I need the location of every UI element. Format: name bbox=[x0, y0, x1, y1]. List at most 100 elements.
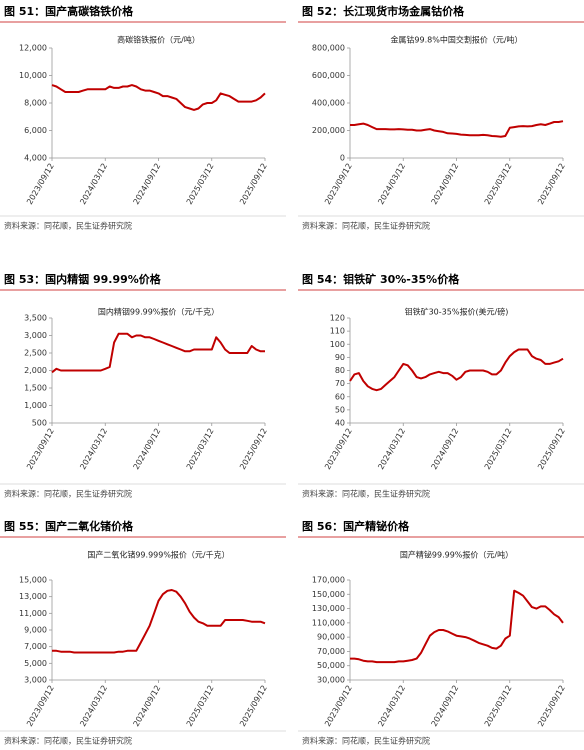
x-tick-label: 2025/09/12 bbox=[238, 684, 269, 728]
figure-title: 图 55：国产二氧化锗价格 bbox=[4, 519, 134, 533]
y-tick-label: 3,000 bbox=[24, 331, 47, 340]
y-tick-label: 600,000 bbox=[312, 71, 345, 80]
y-tick-label: 15,000 bbox=[19, 576, 47, 585]
y-tick-label: 170,000 bbox=[312, 576, 345, 585]
source-note: 资料来源：同花顺，民生证券研究院 bbox=[4, 736, 132, 746]
x-tick-label: 2024/09/12 bbox=[430, 427, 461, 471]
x-tick-label: 2024/03/12 bbox=[78, 684, 109, 728]
x-tick-label: 2023/09/12 bbox=[323, 427, 354, 471]
y-tick-label: 30,000 bbox=[317, 676, 345, 685]
y-tick-label: 150,000 bbox=[312, 590, 345, 599]
source-note: 资料来源：同花顺，民生证券研究院 bbox=[4, 489, 132, 499]
y-tick-label: 70 bbox=[335, 379, 345, 388]
price-line bbox=[350, 589, 564, 664]
figure-title: 图 53：国内精铟 99.99%价格 bbox=[4, 272, 162, 286]
price-line bbox=[51, 332, 265, 374]
y-tick-label: 90 bbox=[335, 353, 345, 362]
y-tick-label: 130,000 bbox=[312, 604, 345, 613]
y-tick-label: 10,000 bbox=[19, 71, 47, 80]
y-tick-label: 50 bbox=[335, 405, 345, 414]
x-tick-label: 2024/03/12 bbox=[78, 427, 109, 471]
x-tick-label: 2024/09/12 bbox=[430, 162, 461, 206]
chart-title: 金属钴99.8%中国交割报价（元/吨） bbox=[390, 35, 522, 45]
y-tick-label: 3,000 bbox=[24, 676, 47, 685]
y-tick-label: 40 bbox=[335, 419, 345, 428]
x-tick-label: 2023/09/12 bbox=[323, 684, 354, 728]
y-tick-label: 120 bbox=[330, 314, 345, 323]
chart-title: 国内精铟99.99%报价（元/千克） bbox=[98, 307, 219, 317]
y-tick-label: 13,000 bbox=[19, 592, 47, 601]
y-tick-label: 100 bbox=[330, 340, 345, 349]
x-tick-label: 2025/09/12 bbox=[536, 162, 567, 206]
y-tick-label: 200,000 bbox=[312, 126, 345, 135]
source-note: 资料来源：同花顺，民生证券研究院 bbox=[4, 221, 132, 231]
x-tick-label: 2025/09/12 bbox=[238, 427, 269, 471]
y-tick-label: 6,000 bbox=[24, 126, 47, 135]
x-tick-label: 2025/03/12 bbox=[483, 162, 514, 206]
x-tick-label: 2025/03/12 bbox=[185, 427, 216, 471]
y-tick-label: 3,500 bbox=[24, 314, 47, 323]
x-tick-label: 2025/03/12 bbox=[185, 684, 216, 728]
source-note: 资料来源：同花顺，民生证券研究院 bbox=[302, 736, 430, 746]
figure-title: 图 56：国产精铋价格 bbox=[302, 519, 410, 533]
x-tick-label: 2023/09/12 bbox=[25, 684, 56, 728]
x-tick-label: 2024/03/12 bbox=[376, 684, 407, 728]
chart-title: 国产精铋99.99%报价（元/吨） bbox=[400, 550, 513, 560]
x-tick-label: 2025/09/12 bbox=[536, 427, 567, 471]
x-tick-label: 2024/09/12 bbox=[430, 684, 461, 728]
figure-title: 图 54：钼铁矿 30%-35%价格 bbox=[302, 272, 460, 286]
chart-title: 高碳铬铁报价（元/吨） bbox=[117, 35, 200, 45]
y-tick-label: 9,000 bbox=[24, 626, 47, 635]
price-line bbox=[350, 120, 564, 138]
y-tick-label: 1,500 bbox=[24, 384, 47, 393]
x-tick-label: 2025/03/12 bbox=[185, 162, 216, 206]
y-tick-label: 2,000 bbox=[24, 366, 47, 375]
y-tick-label: 70,000 bbox=[317, 647, 345, 656]
y-tick-label: 80 bbox=[335, 366, 345, 375]
x-tick-label: 2023/09/12 bbox=[25, 162, 56, 206]
y-tick-label: 500 bbox=[32, 419, 47, 428]
x-tick-label: 2024/09/12 bbox=[132, 162, 163, 206]
y-tick-label: 90,000 bbox=[317, 633, 345, 642]
y-tick-label: 5,000 bbox=[24, 659, 47, 668]
x-tick-label: 2023/09/12 bbox=[25, 427, 56, 471]
y-tick-label: 4,000 bbox=[24, 154, 47, 163]
y-tick-label: 110,000 bbox=[312, 618, 345, 627]
y-tick-label: 8,000 bbox=[24, 99, 47, 108]
y-tick-label: 7,000 bbox=[24, 642, 47, 651]
price-line bbox=[52, 589, 266, 654]
y-tick-label: 1,000 bbox=[24, 401, 47, 410]
price-line bbox=[349, 348, 564, 392]
x-tick-label: 2024/03/12 bbox=[78, 162, 109, 206]
chart-title: 国产二氧化锗99.999%报价（元/千克） bbox=[87, 550, 229, 560]
y-tick-label: 800,000 bbox=[312, 44, 345, 53]
y-tick-label: 50,000 bbox=[317, 661, 345, 670]
x-tick-label: 2023/09/12 bbox=[323, 162, 354, 206]
figure-title: 图 52：长江现货市场金属钴价格 bbox=[302, 4, 465, 18]
x-tick-label: 2024/09/12 bbox=[132, 684, 163, 728]
y-tick-label: 400,000 bbox=[312, 99, 345, 108]
source-note: 资料来源：同花顺，民生证券研究院 bbox=[302, 221, 430, 231]
price-line bbox=[51, 84, 266, 111]
y-tick-label: 12,000 bbox=[19, 44, 47, 53]
y-tick-label: 11,000 bbox=[19, 609, 47, 618]
source-note: 资料来源：同花顺，民生证券研究院 bbox=[302, 489, 430, 499]
x-tick-label: 2025/09/12 bbox=[536, 684, 567, 728]
x-tick-label: 2024/03/12 bbox=[376, 162, 407, 206]
x-tick-label: 2025/03/12 bbox=[483, 427, 514, 471]
y-tick-label: 60 bbox=[335, 392, 345, 401]
chart-title: 钼铁矿30-35%报价(美元/磅) bbox=[405, 307, 509, 317]
x-tick-label: 2025/03/12 bbox=[483, 684, 514, 728]
x-tick-label: 2024/03/12 bbox=[376, 427, 407, 471]
x-tick-label: 2025/09/12 bbox=[238, 162, 269, 206]
y-tick-label: 110 bbox=[330, 327, 345, 336]
y-tick-label: 2,500 bbox=[24, 349, 47, 358]
